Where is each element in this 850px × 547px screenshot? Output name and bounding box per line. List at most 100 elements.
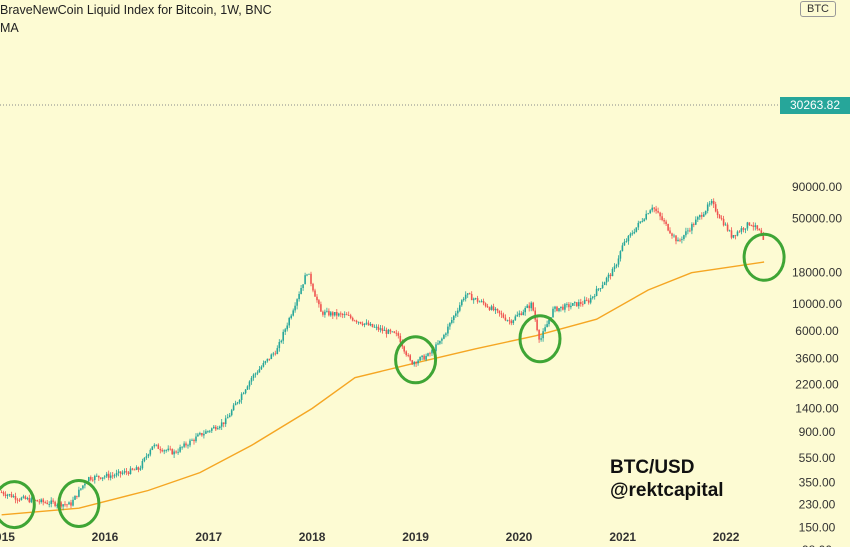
candle — [566, 302, 568, 308]
candle — [653, 207, 655, 213]
candle-body — [459, 305, 461, 311]
candle-body — [286, 325, 288, 330]
candle — [605, 276, 608, 286]
candle — [224, 415, 227, 427]
candle-body — [355, 320, 358, 323]
candle-body — [244, 389, 247, 394]
candle-body — [98, 475, 100, 478]
candle-body — [284, 329, 286, 332]
candle — [687, 227, 689, 235]
candle-body — [336, 312, 338, 316]
candle — [68, 501, 70, 505]
candle — [633, 228, 636, 235]
candle — [42, 497, 44, 506]
candle-body — [173, 451, 175, 455]
candle-body — [677, 239, 679, 242]
candle-body — [699, 215, 701, 218]
candle — [516, 311, 519, 317]
x-tick-label: 2018 — [299, 530, 326, 544]
candle — [270, 353, 273, 360]
candle — [470, 291, 473, 301]
candle — [641, 218, 644, 223]
candle — [159, 446, 162, 454]
candle-body — [165, 450, 167, 451]
candle — [242, 391, 245, 395]
candle — [466, 293, 469, 298]
candle-body — [42, 499, 44, 503]
candle-body — [667, 224, 669, 231]
candle — [645, 210, 647, 221]
candle — [663, 218, 665, 225]
candle-body — [343, 314, 346, 316]
candle-body — [159, 449, 162, 451]
candle-body — [304, 275, 306, 285]
candle-body — [363, 323, 366, 325]
candle-body — [211, 428, 213, 431]
candle-body — [633, 231, 636, 234]
candle — [703, 211, 705, 218]
candle-body — [441, 338, 443, 341]
candle-body — [248, 381, 251, 387]
candle-body — [246, 386, 249, 390]
candle-body — [36, 500, 39, 502]
candle-body — [64, 504, 66, 506]
candle-body — [538, 330, 540, 340]
candle — [506, 319, 509, 322]
candle-body — [70, 502, 72, 506]
candle-body — [280, 340, 283, 342]
candle-body — [468, 293, 471, 295]
candle-body — [407, 355, 409, 356]
candle — [18, 498, 21, 502]
candle-body — [609, 274, 612, 276]
candle-body — [298, 294, 300, 300]
candle — [693, 222, 695, 228]
candle-body — [472, 298, 475, 301]
candle — [554, 305, 556, 313]
candle-body — [177, 451, 179, 453]
candle-body — [728, 230, 731, 232]
candle-body — [445, 333, 447, 335]
candle — [94, 474, 96, 484]
candle — [96, 473, 98, 477]
candle — [151, 446, 154, 451]
candle-body — [8, 494, 11, 495]
candle-body — [409, 355, 411, 361]
candle-body — [665, 221, 667, 224]
candle — [213, 425, 215, 429]
watermark: BTC/USD @rektcapital — [610, 456, 724, 502]
candle-body — [480, 301, 483, 302]
candle — [113, 473, 116, 479]
candle — [710, 199, 713, 206]
candle — [371, 323, 374, 328]
candle — [667, 223, 669, 232]
candle-body — [371, 324, 374, 327]
candle — [185, 441, 187, 448]
candle — [234, 400, 237, 406]
candle-body — [109, 475, 112, 478]
candle-body — [730, 230, 733, 238]
candle-body — [99, 477, 102, 479]
candle — [121, 470, 124, 476]
candle-body — [637, 222, 640, 228]
candle — [449, 322, 451, 330]
candle-body — [308, 273, 310, 275]
candle — [268, 358, 271, 361]
candle-body — [377, 326, 380, 330]
candle — [16, 497, 19, 504]
candle-body — [526, 305, 528, 308]
candle-body — [585, 299, 588, 301]
candle — [199, 431, 201, 436]
candle — [685, 227, 687, 238]
currency-badge[interactable]: BTC — [800, 1, 836, 17]
candle — [141, 458, 144, 470]
candle — [117, 469, 120, 477]
candle-body — [736, 231, 739, 236]
candle — [441, 337, 443, 345]
candle — [399, 333, 402, 343]
y-tick-label: 550.00 — [799, 451, 836, 465]
candle-body — [589, 298, 592, 303]
candle-body — [520, 313, 523, 315]
candle-body — [373, 326, 376, 328]
candle — [123, 468, 126, 475]
